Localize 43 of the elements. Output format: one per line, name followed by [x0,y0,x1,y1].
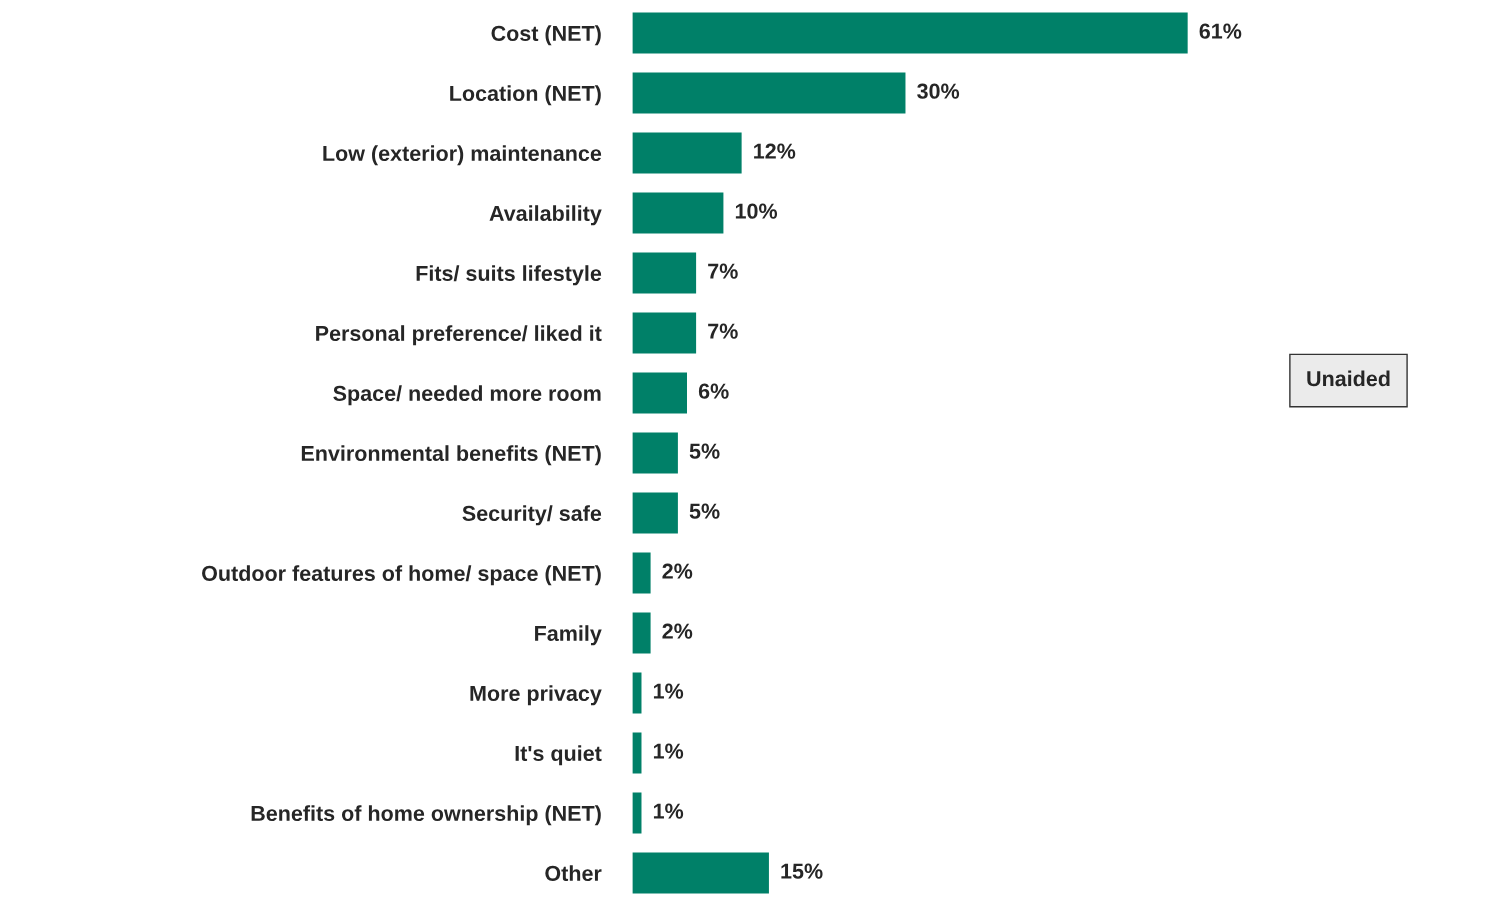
data-label: 5% [689,503,720,519]
y-tick-label: It's quiet [515,745,602,766]
data-label: 6% [698,383,729,399]
y-tick-label: Fits/ suits lifestyle [416,265,602,286]
y-tick-label: Space/ needed more room [333,385,601,406]
data-label: 2% [662,563,693,579]
y-tick-label: Cost (NET) [491,25,601,46]
y-tick-label: More privacy [470,685,602,706]
data-label: 1% [653,683,684,699]
data-label: 10% [735,203,778,219]
data-label: 30% [917,83,960,99]
y-tick-label: Other [545,865,602,882]
y-tick-label: Availability [489,205,602,226]
data-label: 12% [754,143,796,159]
bar [632,72,906,114]
bar [632,492,678,534]
data-label: 7% [708,323,738,339]
data-label: 2% [662,623,693,639]
data-label: 5% [689,443,720,459]
y-tick-label: Personal preference/ liked it [316,325,602,346]
bar [632,132,742,174]
bar [632,432,678,474]
y-tick-label: Low (exterior) maintenance [323,145,602,166]
y-tick-label: Family [535,625,602,646]
y-tick-label: Outdoor features of home/ space (NET) [202,565,601,586]
y-tick-label: Environmental benefits (NET) [301,445,601,466]
bar [632,312,697,354]
data-label: 61% [1199,23,1242,39]
y-tick-label: Security/ safe [462,505,602,526]
bar [632,552,651,594]
bar [632,852,769,894]
y-tick-label: Benefits of home ownership (NET) [251,805,601,826]
data-label: 7% [708,263,738,279]
bar [632,192,724,234]
bar [632,12,1188,54]
bar [632,252,697,294]
data-label: 1% [653,743,684,759]
data-label: 15% [781,863,823,879]
text: Unaided [1307,370,1390,387]
bar [632,372,687,414]
y-tick-label: Location (NET) [450,85,601,106]
bar [632,612,651,654]
data-label: 1% [653,803,684,819]
